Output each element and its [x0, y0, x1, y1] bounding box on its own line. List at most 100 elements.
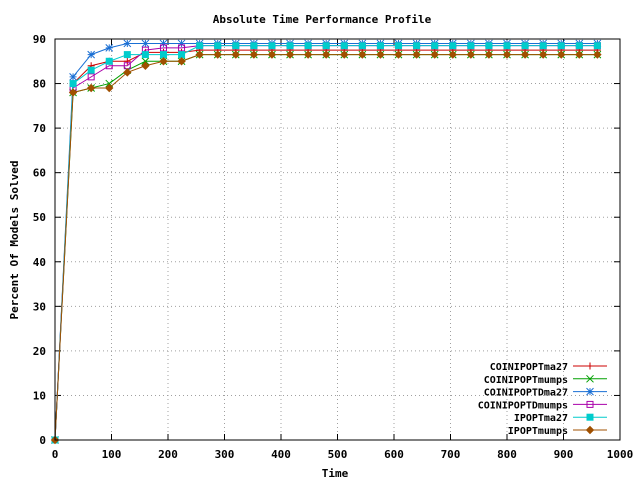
data-point	[484, 50, 494, 59]
data-point	[177, 39, 186, 48]
x-tick-label: 900	[554, 448, 574, 461]
data-point	[141, 39, 150, 48]
data-point	[340, 50, 349, 59]
data-point	[539, 42, 547, 50]
data-point	[586, 400, 594, 408]
data-point	[321, 50, 331, 59]
data-point	[105, 44, 114, 52]
legend-label: COINIPOPTma27	[490, 362, 568, 373]
data-point	[412, 50, 421, 59]
data-point	[87, 73, 95, 81]
legend-label: COINIPOPTDma27	[484, 388, 568, 399]
data-point	[178, 44, 186, 52]
data-point	[503, 42, 511, 50]
data-point	[105, 57, 113, 65]
y-axis-label: Percent Of Models Solved	[8, 161, 21, 320]
data-point	[520, 50, 530, 59]
data-point	[376, 50, 385, 59]
data-point	[141, 57, 150, 66]
data-point	[502, 50, 512, 59]
data-point	[358, 42, 366, 50]
data-point	[214, 42, 222, 50]
data-point	[178, 51, 186, 59]
data-point	[449, 42, 457, 50]
data-point	[87, 66, 95, 74]
data-point	[232, 42, 240, 50]
data-point	[69, 73, 77, 81]
data-point	[413, 42, 421, 50]
data-point	[123, 51, 131, 59]
x-tick-label: 1000	[607, 448, 634, 461]
data-point	[268, 42, 276, 50]
data-point	[586, 362, 594, 370]
x-tick-label: 400	[271, 448, 291, 461]
series-layer	[50, 39, 602, 445]
data-point	[285, 50, 295, 59]
data-point	[358, 50, 367, 59]
legend-label: IPOPTma27	[514, 413, 568, 424]
series-IPOPTma27	[51, 42, 601, 444]
y-tick-label: 40	[33, 256, 46, 269]
data-point	[231, 50, 241, 59]
legend: COINIPOPTma27 COINIPOPTmumps COINIPOPTDma2…	[478, 362, 607, 437]
x-tick-label: 100	[102, 448, 122, 461]
y-tick-label: 30	[33, 300, 46, 313]
legend-label: COINIPOPTDmumps	[478, 400, 568, 411]
data-point	[123, 39, 132, 48]
data-point	[557, 50, 566, 59]
x-axis-label: Time	[322, 467, 349, 480]
data-point	[466, 50, 476, 59]
data-point	[249, 50, 259, 59]
data-point	[159, 44, 167, 52]
data-point	[448, 50, 457, 59]
data-point	[467, 42, 475, 50]
y-tick-label: 70	[33, 122, 46, 135]
data-point	[586, 413, 594, 421]
data-point	[141, 61, 150, 70]
data-point	[196, 42, 204, 50]
y-tick-label: 80	[33, 78, 46, 91]
data-point	[557, 42, 565, 50]
data-point	[159, 39, 168, 48]
data-point	[177, 57, 186, 66]
data-point	[86, 83, 96, 93]
data-point	[304, 42, 312, 50]
y-tick-label: 50	[33, 211, 46, 224]
data-point	[322, 42, 330, 50]
data-point	[123, 57, 131, 65]
x-tick-label: 600	[384, 448, 404, 461]
x-tick-label: 800	[497, 448, 517, 461]
y-tick-label: 60	[33, 167, 46, 180]
data-point	[123, 68, 132, 77]
data-point	[159, 57, 168, 66]
x-tick-label: 500	[328, 448, 348, 461]
data-point	[250, 42, 258, 50]
x-tick-label: 300	[215, 448, 235, 461]
x-tick-label: 0	[52, 448, 59, 461]
data-point	[69, 80, 77, 88]
plot-frame	[54, 38, 621, 441]
data-point	[340, 42, 348, 50]
data-point	[538, 50, 548, 59]
data-point	[68, 88, 78, 97]
y-tick-label: 90	[33, 33, 46, 46]
data-point	[485, 42, 493, 50]
data-point	[575, 50, 584, 59]
y-tick-label: 20	[33, 345, 46, 358]
data-point	[586, 374, 594, 383]
x-tick-label: 700	[441, 448, 461, 461]
data-point	[286, 42, 294, 50]
data-point	[521, 42, 529, 50]
data-point	[593, 42, 601, 50]
y-tick-label: 0	[39, 434, 46, 447]
data-point	[431, 42, 439, 50]
data-point	[213, 50, 222, 59]
data-point	[195, 50, 204, 59]
axis-ticks: 0 100 200 300 400 500 600 700 800 900 1000 0 10 20 30 4…	[33, 33, 634, 461]
data-point	[586, 387, 594, 396]
data-point	[303, 50, 313, 59]
data-point	[141, 51, 149, 59]
data-point	[394, 50, 403, 59]
data-point	[430, 50, 439, 59]
x-tick-label: 200	[158, 448, 178, 461]
